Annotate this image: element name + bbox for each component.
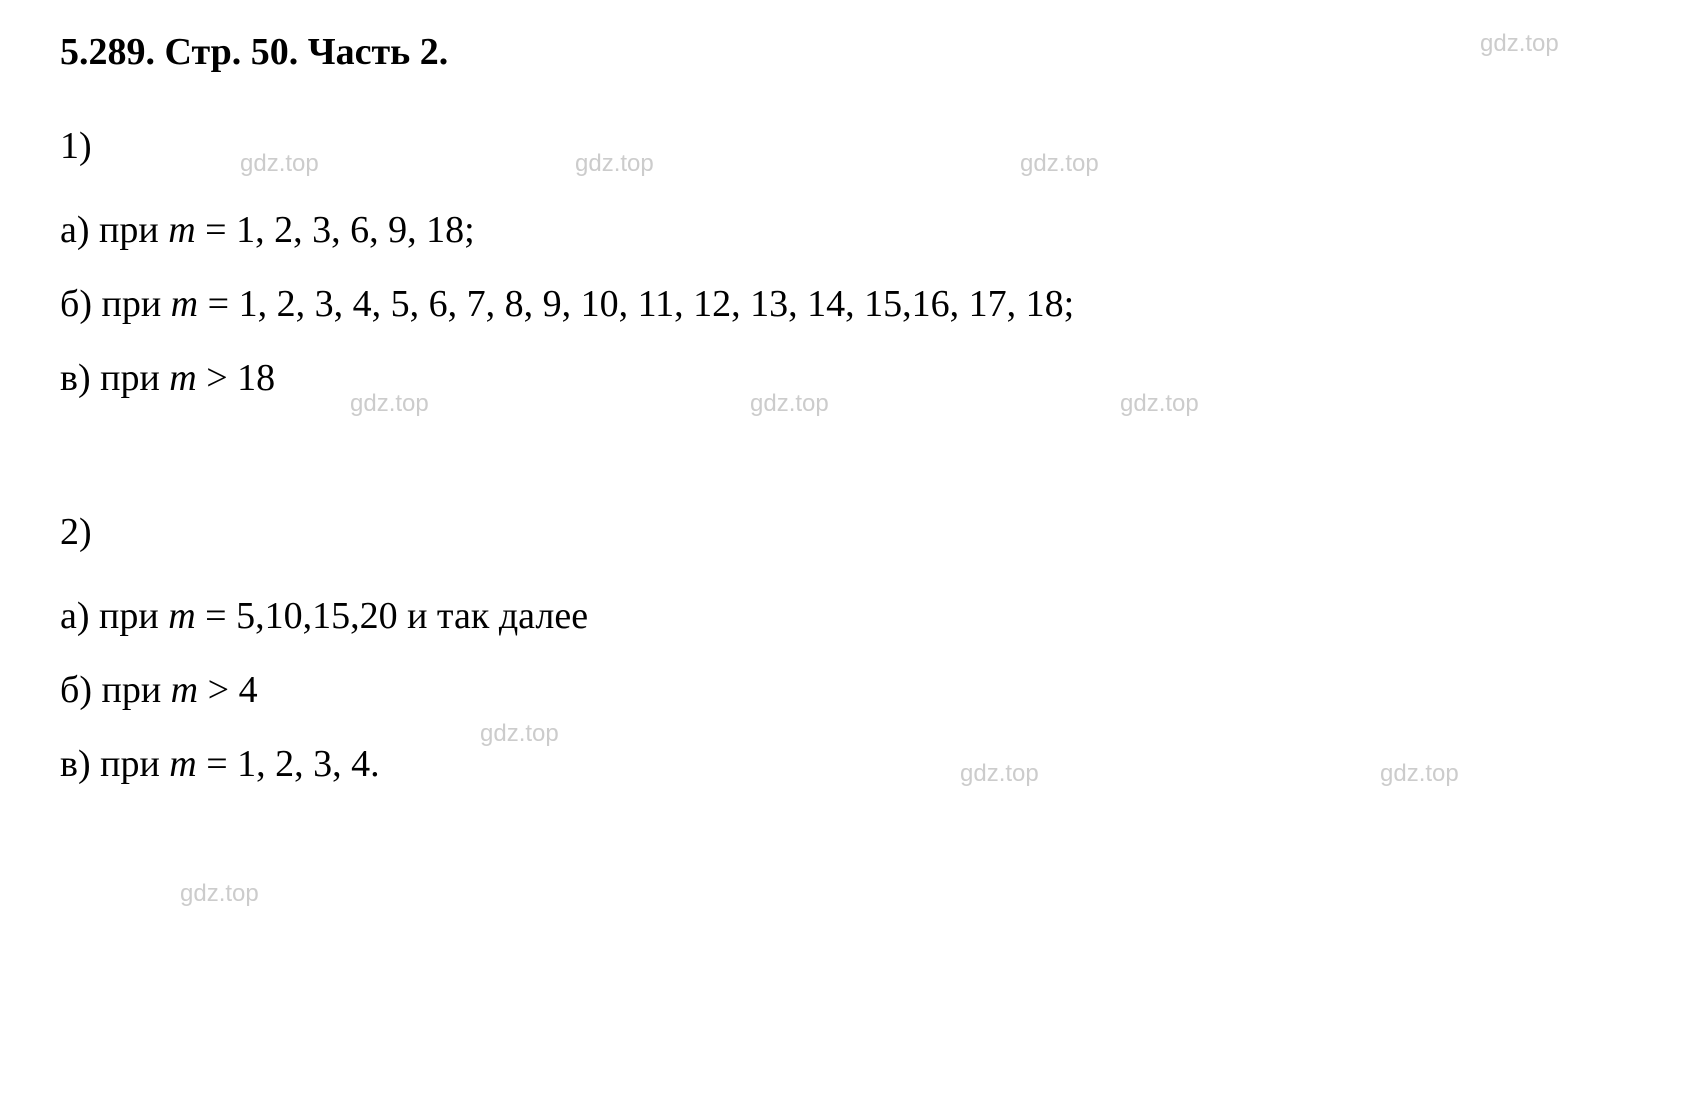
item-operator: = [208,283,229,325]
item-variable: m [171,283,198,325]
item-prefix: при [99,595,159,637]
item-prefix: при [100,357,160,399]
item-operator: = [205,209,226,251]
item-operator: = [205,595,226,637]
item-value: 18 [237,357,275,399]
document-content: 5.289. Стр. 50. Часть 2. 1) а) при m = 1… [60,30,1639,786]
item-2a: а) при m = 5,10,15,20 и так далее [60,594,1639,638]
item-value: 5,10,15,20 и так далее [236,595,588,637]
item-operator: > [208,669,229,711]
item-value: 4 [239,669,258,711]
item-value: 1, 2, 3, 6, 9, 18; [236,209,475,251]
section-gap [60,430,1639,510]
item-variable: m [169,743,196,785]
item-label: б) [60,283,92,325]
item-1b: б) при m = 1, 2, 3, 4, 5, 6, 7, 8, 9, 10… [60,282,1639,326]
item-variable: m [171,669,198,711]
item-prefix: при [102,283,162,325]
item-variable: m [168,209,195,251]
item-1c: в) при m > 18 [60,356,1639,400]
item-label: в) [60,743,91,785]
watermark-text: gdz.top [180,880,259,908]
section-1-number: 1) [60,124,1639,168]
item-label: а) [60,209,90,251]
item-prefix: при [100,743,160,785]
item-prefix: при [102,669,162,711]
section-2-number: 2) [60,510,1639,554]
item-label: б) [60,669,92,711]
item-operator: = [206,743,227,785]
item-2b: б) при m > 4 [60,668,1639,712]
item-label: в) [60,357,91,399]
item-label: а) [60,595,90,637]
item-operator: > [206,357,227,399]
item-variable: m [168,595,195,637]
item-prefix: при [99,209,159,251]
page-ref: Стр. 50. [165,31,299,73]
item-variable: m [169,357,196,399]
problem-number: 5.289. [60,31,155,73]
header: 5.289. Стр. 50. Часть 2. [60,30,1639,74]
item-value: 1, 2, 3, 4. [237,743,380,785]
item-value: 1, 2, 3, 4, 5, 6, 7, 8, 9, 10, 11, 12, 1… [239,283,1075,325]
part-ref: Часть 2. [308,31,449,73]
item-2c: в) при m = 1, 2, 3, 4. [60,742,1639,786]
item-1a: а) при m = 1, 2, 3, 6, 9, 18; [60,208,1639,252]
